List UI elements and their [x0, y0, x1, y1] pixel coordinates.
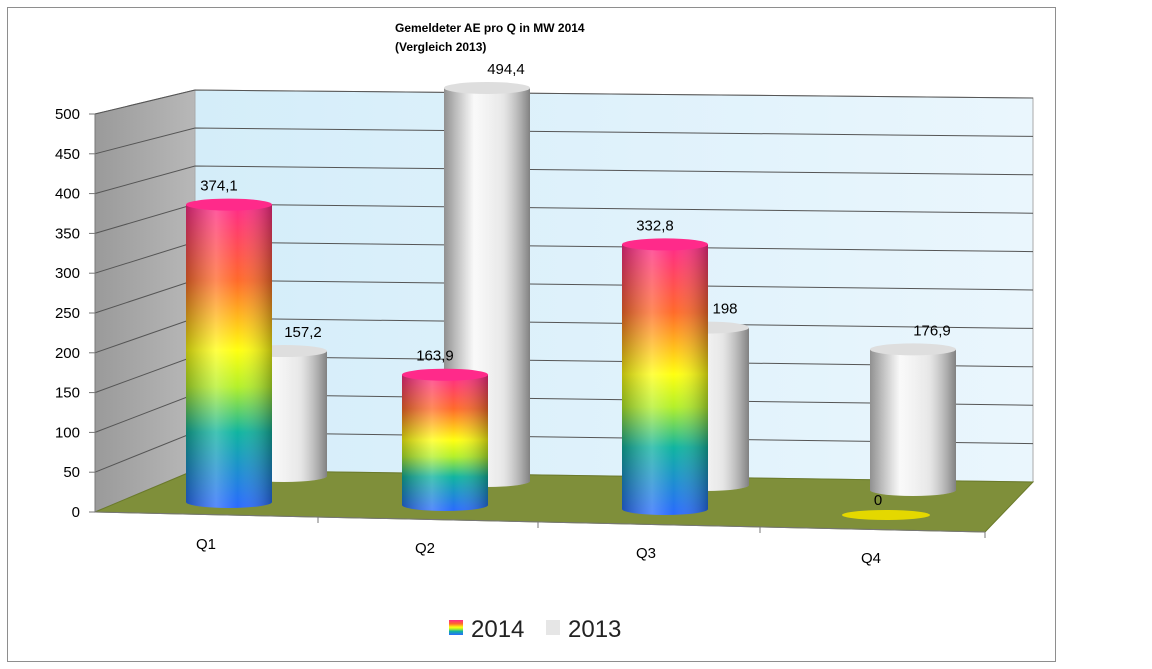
bar-2014-q1 — [186, 198, 272, 508]
legend-swatch-2014 — [449, 620, 463, 635]
chart-subtitle: (Vergleich 2013) — [395, 40, 487, 54]
data-label-2014: 0 — [874, 492, 882, 509]
data-label-2014: 163,9 — [416, 348, 454, 365]
legend-label-2014: 2014 — [471, 616, 524, 643]
y-tick-label: 150 — [55, 385, 80, 402]
legend-swatch-2013 — [546, 620, 560, 635]
bar-2013-q4 — [870, 343, 956, 496]
y-tick-label: 400 — [55, 186, 80, 203]
gridline — [94, 127, 1034, 155]
data-label-2014: 374,1 — [200, 178, 238, 195]
chart-title: Gemeldeter AE pro Q in MW 2014 — [395, 21, 585, 35]
bar-2013-q2-top — [444, 81, 530, 94]
x-tick-label: Q4 — [861, 550, 881, 567]
data-label-2013: 198 — [712, 301, 737, 318]
data-label-2013: 176,9 — [913, 322, 951, 339]
y-tick-label: 350 — [55, 225, 80, 242]
y-tick-label: 50 — [63, 464, 80, 481]
y-tick-label: 450 — [55, 146, 80, 163]
bar-2014-q2 — [402, 368, 488, 511]
bar-2013-q4-top — [870, 343, 956, 356]
bar-2014-q4 — [842, 510, 930, 520]
data-label-2014: 332,8 — [636, 217, 674, 234]
bar-2014-q2-shade — [402, 374, 488, 511]
data-label-2013: 494,4 — [487, 61, 525, 78]
y-tick-label: 500 — [55, 106, 80, 123]
bar-2014-q1-shade — [186, 204, 272, 508]
bar-2014-q3-top — [622, 238, 708, 251]
x-tick-label: Q2 — [415, 540, 435, 557]
bar-2014-q2-top — [402, 368, 488, 381]
bar-2014-q1-top — [186, 198, 272, 211]
legend-label-2013: 2013 — [568, 616, 621, 643]
bar-2014-q3 — [622, 238, 708, 515]
data-label-2013: 157,2 — [284, 324, 322, 341]
x-tick-label: Q3 — [636, 545, 656, 562]
gridline — [94, 89, 1034, 115]
side-wall — [94, 89, 196, 513]
y-tick-label: 200 — [55, 345, 80, 362]
y-tick-label: 100 — [55, 424, 80, 441]
y-tick-label: 300 — [55, 265, 80, 282]
y-tick-label: 250 — [55, 305, 80, 322]
gridline — [94, 165, 1034, 195]
bar-2014-q3-shade — [622, 244, 708, 515]
y-tick-label: 0 — [72, 504, 80, 521]
x-axis — [94, 511, 986, 533]
x-tick-label: Q1 — [196, 536, 216, 553]
bar-2013-q4-shade — [870, 349, 956, 496]
